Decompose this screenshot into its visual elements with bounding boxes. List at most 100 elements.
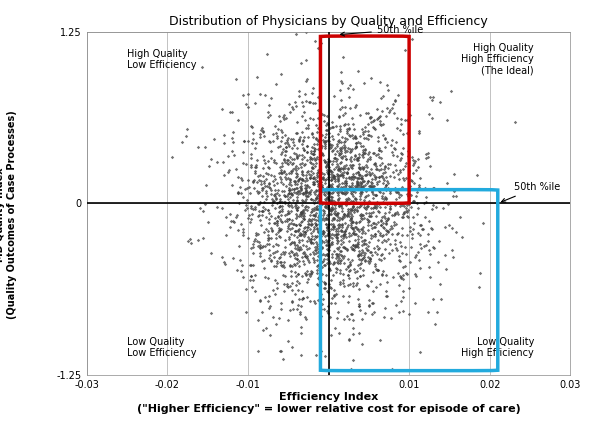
Point	[339, 173, 348, 180]
Point	[398, 214, 408, 221]
Point	[314, 156, 324, 163]
Point	[294, 237, 303, 244]
Point	[316, 188, 325, 195]
Point	[351, 281, 361, 288]
Point	[324, 195, 334, 202]
Point	[416, 245, 426, 252]
Point	[318, 142, 327, 149]
Point	[375, 147, 384, 154]
Point	[269, 263, 279, 270]
Point	[394, 194, 403, 201]
Point	[220, 259, 229, 266]
Point	[344, 238, 353, 245]
Point	[284, 141, 293, 148]
Point	[315, 275, 324, 282]
Point	[340, 199, 350, 206]
Point	[379, 224, 389, 231]
Point	[344, 233, 353, 240]
Point	[325, 233, 334, 240]
Point	[341, 180, 350, 187]
Point	[285, 253, 295, 260]
Point	[256, 127, 265, 133]
Point	[394, 256, 403, 263]
Point	[237, 220, 246, 227]
Point	[297, 218, 306, 224]
Point	[338, 212, 347, 219]
Point	[349, 186, 359, 193]
Point	[267, 201, 277, 208]
Point	[352, 280, 362, 287]
Point	[313, 140, 322, 147]
Point	[357, 163, 367, 170]
Point	[198, 208, 208, 214]
Point	[300, 206, 309, 213]
Point	[308, 156, 317, 163]
Point	[289, 251, 299, 258]
Point	[330, 208, 340, 214]
Point	[425, 250, 434, 257]
Point	[318, 251, 328, 257]
Point	[354, 184, 364, 191]
Point	[374, 187, 384, 194]
Point	[207, 310, 216, 317]
Point	[376, 218, 386, 224]
Point	[300, 189, 309, 196]
Point	[238, 160, 248, 167]
Point	[319, 139, 328, 146]
Point	[414, 257, 424, 264]
Point	[334, 255, 344, 262]
Point	[297, 168, 307, 175]
Point	[308, 175, 318, 182]
Point	[364, 168, 374, 175]
Point	[360, 164, 370, 171]
Point	[349, 230, 358, 237]
Point	[293, 193, 302, 200]
Point	[386, 142, 396, 148]
Point	[266, 332, 275, 338]
Point	[260, 243, 269, 250]
Point	[340, 228, 350, 235]
Point	[252, 230, 261, 236]
Point	[265, 165, 274, 172]
Point	[311, 156, 321, 163]
Point	[386, 187, 395, 194]
Point	[280, 193, 290, 199]
Point	[413, 248, 423, 255]
Point	[275, 254, 284, 260]
Point	[291, 214, 300, 221]
Point	[296, 160, 305, 167]
Point	[269, 158, 279, 165]
Point	[253, 347, 262, 354]
Point	[325, 283, 334, 290]
Point	[204, 163, 214, 169]
Point	[356, 189, 366, 196]
Text: 50th %ile: 50th %ile	[340, 25, 423, 36]
Point	[272, 217, 281, 224]
Point	[269, 220, 279, 227]
Point	[265, 181, 274, 187]
Point	[455, 214, 465, 221]
Point	[359, 200, 369, 207]
Point	[272, 220, 282, 227]
Point	[347, 206, 356, 213]
Point	[291, 210, 301, 217]
Point	[398, 308, 408, 314]
Point	[358, 143, 368, 150]
Point	[296, 163, 306, 170]
Point	[298, 138, 308, 145]
Point	[309, 145, 318, 151]
Point	[359, 149, 368, 156]
Point	[209, 136, 219, 142]
Point	[305, 225, 314, 232]
Point	[338, 232, 347, 239]
Point	[371, 174, 381, 181]
Point	[312, 178, 321, 185]
Point	[350, 224, 359, 231]
Point	[313, 261, 322, 268]
Point	[322, 256, 331, 263]
Point	[339, 145, 349, 152]
Point	[259, 156, 269, 163]
Point	[324, 121, 333, 128]
Point	[353, 244, 362, 251]
Point	[281, 170, 290, 177]
